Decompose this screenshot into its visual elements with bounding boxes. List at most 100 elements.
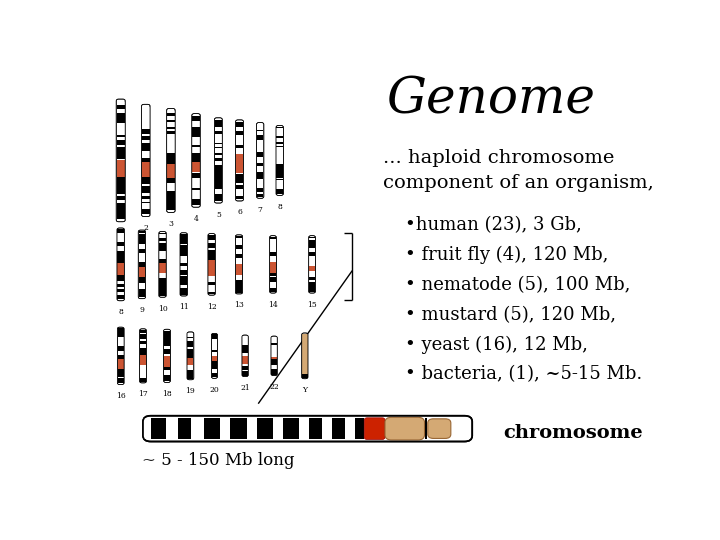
- Bar: [276, 146, 283, 147]
- Bar: [302, 334, 307, 340]
- Bar: [192, 172, 199, 173]
- Bar: [215, 131, 222, 134]
- Bar: [236, 183, 243, 185]
- Bar: [271, 346, 277, 357]
- Bar: [159, 238, 166, 241]
- Bar: [159, 234, 166, 238]
- Bar: [208, 276, 215, 282]
- Text: 17: 17: [138, 390, 148, 399]
- Bar: [139, 233, 145, 234]
- Bar: [220, 418, 230, 439]
- Bar: [215, 119, 222, 127]
- Bar: [192, 199, 199, 205]
- Bar: [271, 358, 277, 359]
- Text: chromosome: chromosome: [503, 424, 642, 442]
- Bar: [142, 143, 150, 151]
- Bar: [215, 160, 222, 165]
- Bar: [270, 237, 276, 239]
- Bar: [236, 185, 243, 190]
- Bar: [167, 111, 175, 113]
- Bar: [139, 288, 145, 298]
- Bar: [208, 292, 215, 294]
- Bar: [215, 143, 222, 144]
- Bar: [243, 345, 248, 353]
- FancyBboxPatch shape: [142, 104, 150, 217]
- Bar: [117, 355, 124, 359]
- Bar: [243, 370, 248, 371]
- Bar: [309, 282, 315, 292]
- Text: 18: 18: [162, 390, 172, 398]
- Bar: [235, 238, 242, 245]
- Bar: [117, 351, 124, 355]
- Bar: [208, 285, 215, 292]
- Bar: [309, 237, 315, 238]
- Bar: [187, 349, 194, 358]
- Bar: [140, 339, 146, 341]
- Text: 22: 22: [269, 383, 279, 391]
- Bar: [117, 264, 124, 275]
- Bar: [208, 235, 215, 240]
- FancyBboxPatch shape: [271, 336, 277, 376]
- FancyBboxPatch shape: [163, 329, 171, 382]
- Bar: [192, 145, 199, 147]
- Bar: [117, 145, 125, 147]
- Bar: [142, 158, 150, 162]
- Bar: [257, 172, 264, 179]
- FancyBboxPatch shape: [309, 235, 315, 293]
- FancyBboxPatch shape: [138, 230, 145, 299]
- Bar: [356, 418, 364, 439]
- Bar: [167, 127, 175, 129]
- Bar: [139, 253, 145, 261]
- Text: 1: 1: [118, 230, 123, 237]
- Bar: [181, 256, 187, 263]
- Bar: [271, 365, 277, 369]
- Bar: [257, 194, 264, 197]
- Bar: [117, 346, 124, 351]
- Bar: [236, 190, 243, 196]
- Bar: [192, 164, 199, 172]
- Text: 11: 11: [179, 303, 189, 312]
- Bar: [257, 152, 264, 157]
- Bar: [117, 123, 125, 135]
- Bar: [159, 241, 166, 243]
- Bar: [192, 178, 199, 188]
- Bar: [257, 187, 264, 192]
- Bar: [142, 106, 150, 129]
- Text: • fruit fly (4), 120 Mb,: • fruit fly (4), 120 Mb,: [405, 246, 608, 264]
- Bar: [142, 134, 150, 137]
- Bar: [212, 334, 217, 340]
- Bar: [192, 116, 199, 120]
- FancyBboxPatch shape: [428, 419, 451, 438]
- FancyBboxPatch shape: [256, 123, 264, 198]
- Bar: [164, 330, 170, 346]
- Text: 3: 3: [168, 220, 174, 228]
- Bar: [236, 154, 243, 173]
- Bar: [276, 136, 283, 138]
- Bar: [247, 418, 256, 439]
- Bar: [257, 130, 264, 131]
- Bar: [117, 287, 124, 289]
- Bar: [139, 249, 145, 253]
- Bar: [167, 153, 175, 164]
- Bar: [309, 248, 315, 252]
- Bar: [204, 418, 220, 439]
- Bar: [178, 418, 191, 439]
- Bar: [212, 350, 217, 353]
- Bar: [208, 267, 215, 276]
- Bar: [164, 354, 170, 355]
- Bar: [159, 243, 166, 251]
- Bar: [142, 162, 150, 177]
- Text: • mustard (5), 120 Mb,: • mustard (5), 120 Mb,: [405, 306, 616, 323]
- Bar: [117, 251, 124, 264]
- Bar: [117, 369, 124, 377]
- Bar: [117, 342, 124, 346]
- Bar: [187, 347, 194, 349]
- Text: • yeast (16), 12 Mb,: • yeast (16), 12 Mb,: [405, 335, 588, 354]
- FancyBboxPatch shape: [140, 329, 146, 383]
- Bar: [142, 210, 150, 214]
- Bar: [271, 337, 277, 343]
- Bar: [333, 418, 346, 439]
- Bar: [139, 232, 145, 233]
- Bar: [212, 369, 217, 373]
- Bar: [139, 234, 145, 244]
